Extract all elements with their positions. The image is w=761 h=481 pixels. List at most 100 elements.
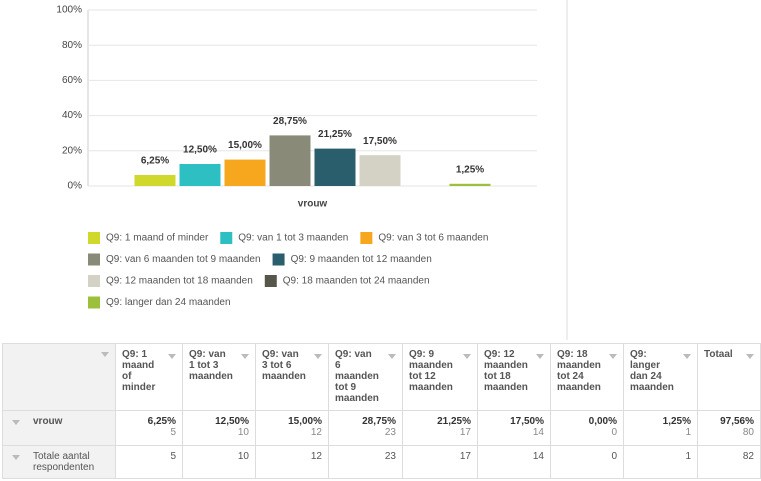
count: 1	[685, 451, 691, 462]
percent: 1,25%	[662, 416, 691, 427]
column-header: Q9: 18 maanden tot 24 maanden	[550, 343, 624, 411]
legend-swatch	[264, 275, 277, 287]
count: 0	[611, 427, 617, 438]
y-tick-label: 100%	[56, 5, 82, 16]
header-row: Q9: 1 maand of minder Q9: van 1 tot 3 maa…	[2, 343, 761, 411]
table-cell: 0	[550, 445, 624, 479]
y-tick-label: 0%	[68, 181, 83, 192]
value-label: 1,25%	[456, 164, 484, 175]
row-label-text: Totale aantal respondenten	[33, 451, 95, 473]
legend-swatch	[220, 232, 233, 244]
value-label: 12,50%	[183, 145, 217, 156]
data-table: Q9: 1 maand of minder Q9: van 1 tot 3 maa…	[2, 343, 761, 479]
sort-icon[interactable]	[609, 354, 617, 359]
y-tick-label: 60%	[62, 75, 82, 86]
row-label-text: vrouw	[33, 416, 63, 427]
legend-label: Q9: van 6 maanden tot 9 maanden	[106, 254, 261, 265]
bar	[179, 164, 221, 186]
table-cell: 23	[328, 445, 403, 479]
value-label: 21,25%	[318, 129, 352, 140]
sort-icon[interactable]	[168, 354, 176, 359]
table-cell: 82	[697, 445, 761, 479]
legend-label: Q9: 9 maanden tot 12 maanden	[291, 254, 432, 265]
legend-swatch	[88, 296, 100, 309]
sort-icon[interactable]	[388, 354, 396, 359]
sort-icon[interactable]	[746, 354, 754, 359]
column-title: Q9: van 1 tot 3 maanden	[189, 349, 233, 382]
table-cell: 17,50% 14	[477, 410, 551, 446]
table-cell: 1	[623, 445, 698, 479]
legend-swatch	[88, 275, 100, 287]
count: 17	[459, 427, 471, 438]
legend-label: Q9: 18 maanden tot 24 maanden	[283, 276, 430, 287]
y-tick-label: 40%	[62, 110, 82, 121]
bar	[314, 148, 356, 186]
percent: 21,25%	[437, 416, 471, 427]
count: 5	[170, 451, 176, 462]
value-label: 17,50%	[363, 136, 397, 147]
sort-icon[interactable]	[683, 354, 691, 359]
legend-label: Q9: van 1 tot 3 maanden	[238, 233, 348, 244]
count: 0	[611, 451, 617, 462]
table-cell: 0,00% 0	[550, 410, 624, 446]
column-title: Q9: van 6 maanden tot 9 maanden	[335, 349, 379, 404]
table-cell: 12	[255, 445, 329, 479]
column-header: Q9: 1 maand of minder	[115, 343, 183, 411]
bar	[449, 183, 491, 186]
legend-label: Q9: van 3 tot 6 maanden	[378, 233, 488, 244]
count: 80	[742, 427, 754, 438]
table-cell: 28,75% 23	[328, 410, 403, 446]
column-title: Q9: 1 maand of minder	[122, 349, 156, 393]
bar	[359, 155, 401, 186]
header-cell	[2, 343, 116, 411]
percent: 6,25%	[147, 416, 176, 427]
column-title: Q9: 9 maanden tot 12 maanden	[409, 349, 453, 393]
sort-icon[interactable]	[12, 420, 20, 425]
column-header: Q9: 9 maanden tot 12 maanden	[402, 343, 478, 411]
table-cell: 14	[477, 445, 551, 479]
count: 14	[532, 427, 544, 438]
table-cell: 17	[402, 445, 478, 479]
count: 17	[459, 451, 471, 462]
table-cell: 1,25% 1	[623, 410, 698, 446]
legend-label: Q9: 1 maand of minder	[106, 233, 209, 244]
bar	[224, 159, 266, 186]
percent: 97,56%	[720, 416, 754, 427]
table-row: Totale aantal respondenten 5 10 12 23 17 14 0 1 8…	[2, 445, 761, 479]
count: 14	[532, 451, 544, 462]
sort-icon[interactable]	[463, 354, 471, 359]
count: 5	[170, 427, 176, 438]
column-header: Q9: 12 maanden tot 18 maanden	[477, 343, 551, 411]
legend-swatch	[272, 253, 285, 266]
table-cell: 97,56% 80	[697, 410, 761, 446]
table-cell: 15,00% 12	[255, 410, 329, 446]
table-cell: 21,25% 17	[402, 410, 478, 446]
bar	[134, 175, 176, 186]
column-title: Q9: van 3 tot 6 maanden	[262, 349, 306, 382]
sort-icon[interactable]	[241, 354, 249, 359]
count: 10	[237, 451, 249, 462]
count: 12	[310, 451, 322, 462]
table-cell: 10	[182, 445, 256, 479]
percent: 12,50%	[215, 416, 249, 427]
bar	[269, 135, 311, 186]
table-cell: 6,25% 5	[115, 410, 183, 446]
column-header: Q9: langer dan 24 maanden	[623, 343, 698, 411]
count: 23	[384, 451, 396, 462]
sort-icon[interactable]	[314, 354, 322, 359]
count: 12	[310, 427, 322, 438]
column-header: Totaal	[697, 343, 761, 411]
value-label: 28,75%	[273, 116, 307, 127]
sort-icon[interactable]	[101, 352, 109, 357]
table-row: vrouw 6,25% 5 12,50% 10 15,00% 12 28,75% 23 21,25…	[2, 410, 761, 446]
y-tick-label: 80%	[62, 40, 82, 51]
percent: 0,00%	[588, 416, 617, 427]
chart: 0% 20% 40% 60% 80% 100% vrouw 6,25% 12,50% 15,00%…	[56, 0, 568, 340]
sort-icon[interactable]	[536, 354, 544, 359]
legend-label: Q9: langer dan 24 maanden	[106, 297, 231, 308]
row-label: Totale aantal respondenten	[2, 445, 116, 479]
column-title: Q9: 18 maanden tot 24 maanden	[557, 349, 601, 393]
column-title: Q9: 12 maanden tot 18 maanden	[484, 349, 528, 393]
sort-icon[interactable]	[12, 455, 20, 460]
